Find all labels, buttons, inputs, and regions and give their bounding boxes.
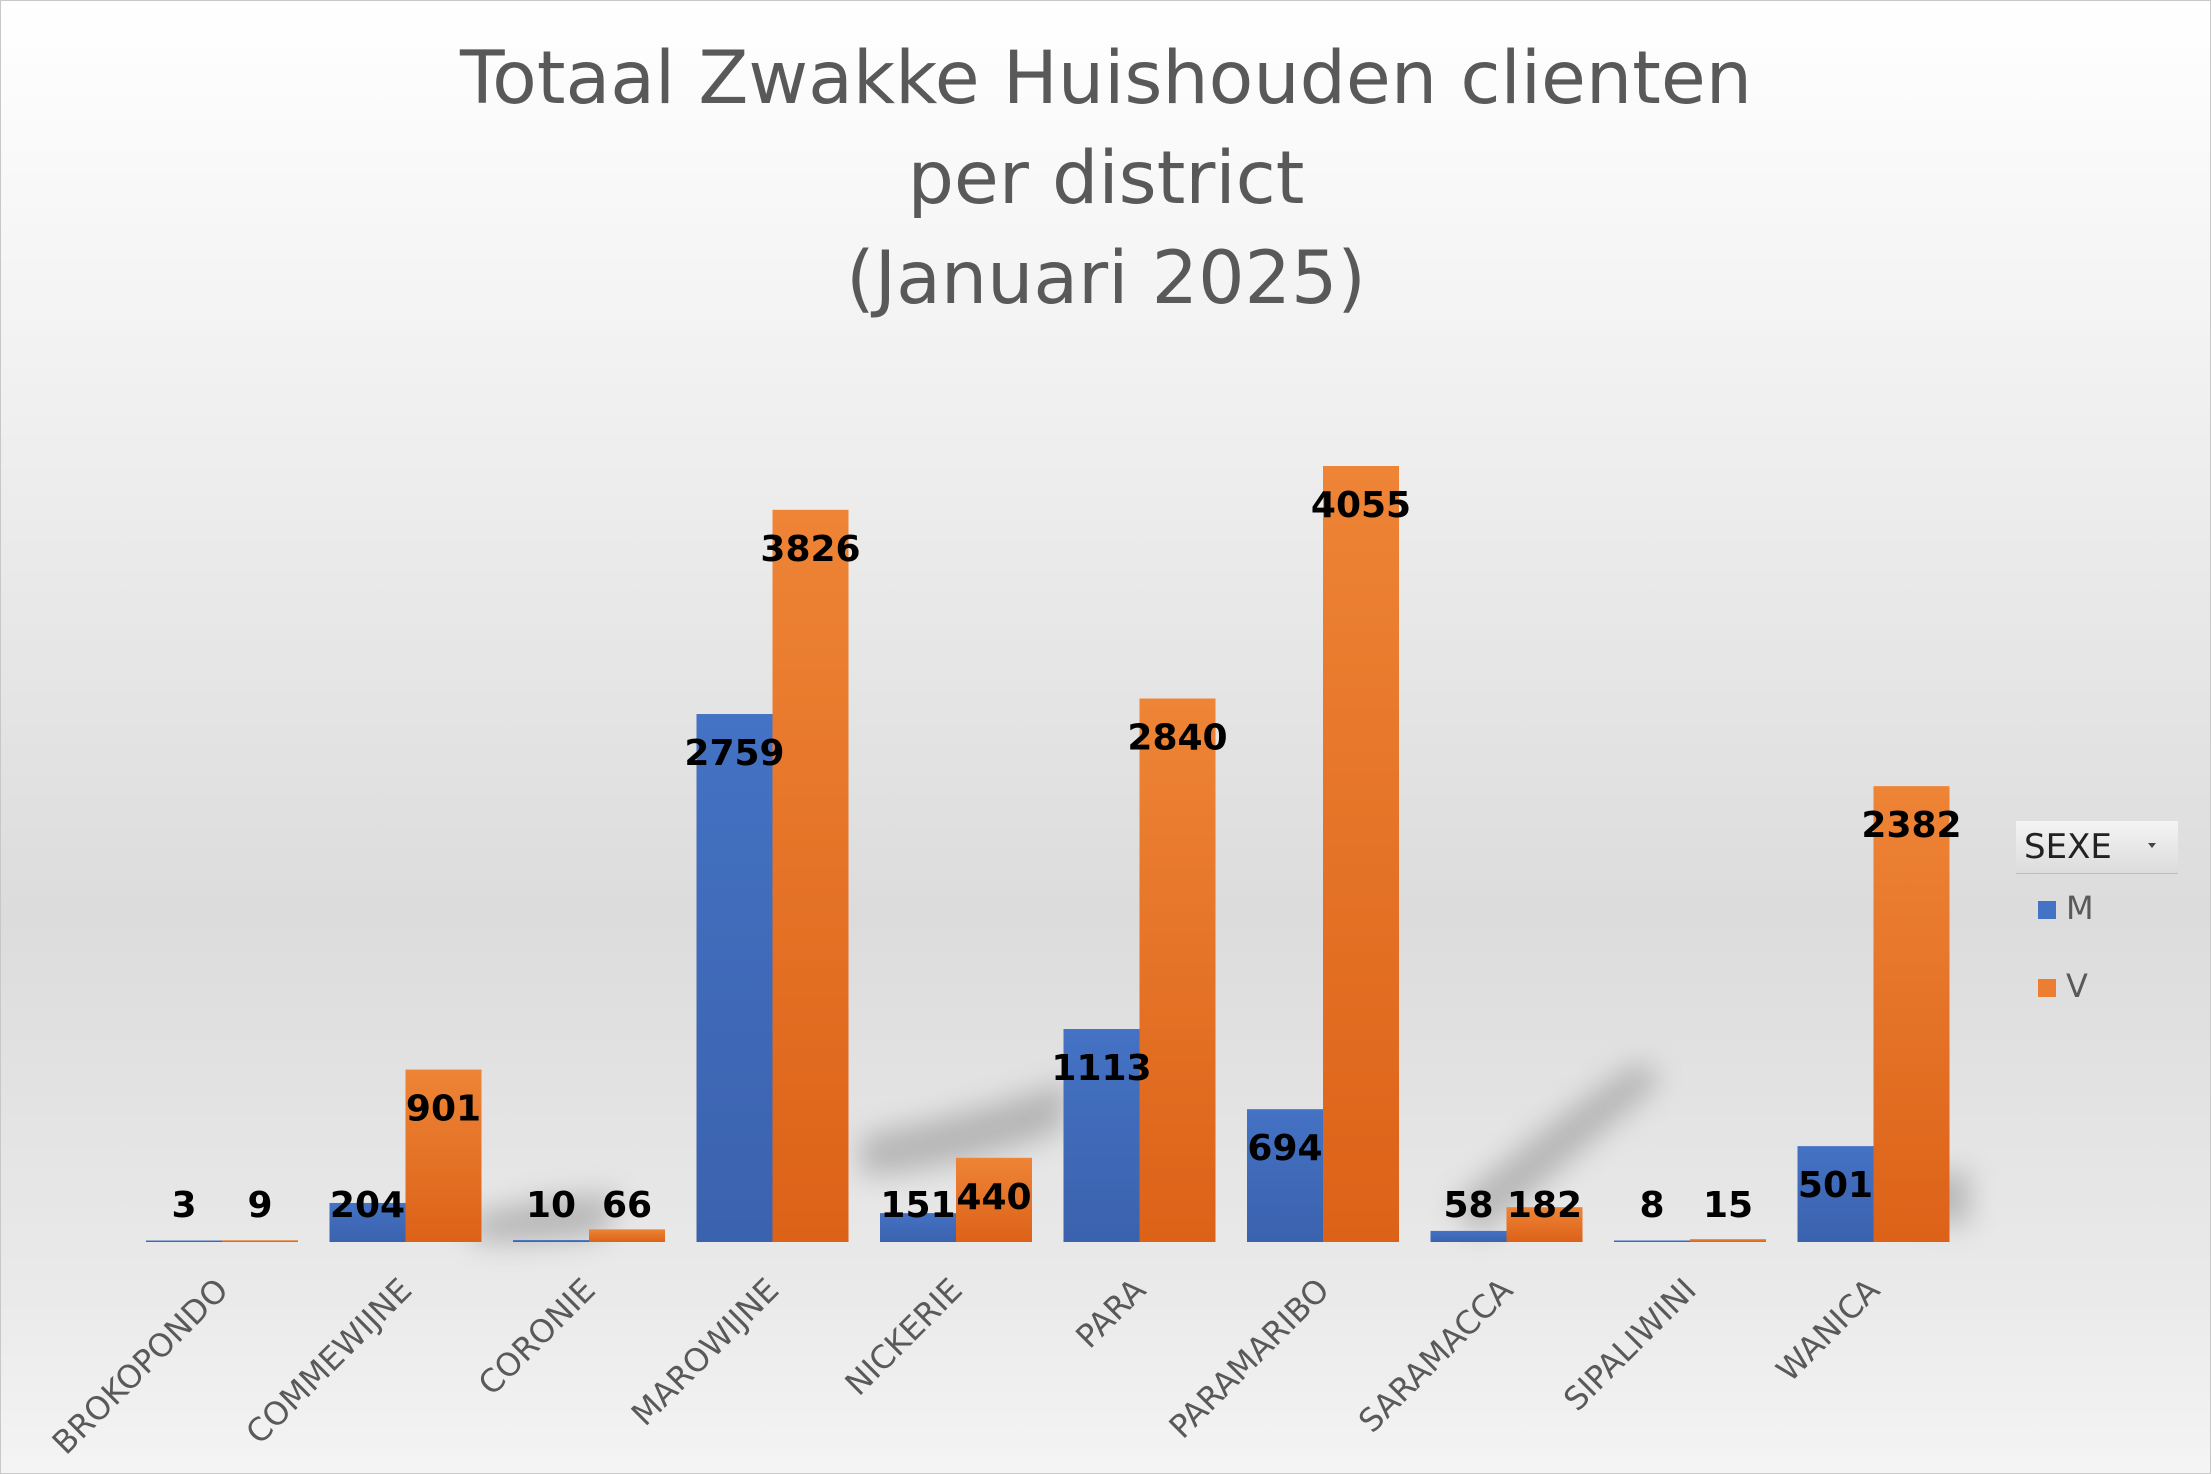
x-tick-label-brokopondo: BROKOPONDO — [45, 1271, 236, 1462]
x-tick-label-paramaribo: PARAMARIBO — [1161, 1271, 1336, 1446]
data-label-m-sipaliwini: 8 — [1639, 1185, 1664, 1226]
data-label-m-wanica: 501 — [1798, 1165, 1873, 1206]
legend-label-m: M — [2066, 889, 2094, 927]
data-label-m-nickerie: 151 — [880, 1185, 955, 1226]
x-tick-label-saramacca: SARAMACCA — [1351, 1271, 1520, 1440]
bar-m-commewijne — [329, 1202, 406, 1242]
bar-m-saramacca — [1430, 1230, 1507, 1242]
x-tick-label-nickerie: NICKERIE — [838, 1271, 970, 1403]
bar-m-nickerie — [880, 1213, 956, 1242]
bar-m-brokopondo — [146, 1240, 222, 1242]
bar-v-coronie — [589, 1229, 665, 1242]
bar-v-para — [1139, 698, 1216, 1242]
data-label-v-brokopondo: 9 — [247, 1185, 272, 1226]
bar-v-marowijne — [772, 509, 849, 1242]
bar-v-nickerie — [956, 1157, 1032, 1242]
legend-title: SEXE — [2024, 827, 2112, 867]
x-tick-label-wanica: WANICA — [1769, 1271, 1887, 1389]
shadow-shape — [1451, 1061, 1661, 1236]
data-label-v-nickerie: 440 — [956, 1177, 1031, 1218]
bar-m-sipaliwini — [1614, 1240, 1690, 1242]
data-labels-layer: 3 9 204 901 10 66 2759 3826 151 440 1113 2840 694 405… — [171, 485, 1961, 1226]
bar-v-wanica — [1873, 786, 1950, 1242]
legend-header-filter-button[interactable]: SEXE — [2016, 821, 2178, 874]
data-label-v-para: 2840 — [1127, 718, 1227, 759]
x-tick-label-para: PARA — [1068, 1271, 1153, 1356]
data-label-m-paramaribo: 694 — [1247, 1128, 1322, 1169]
data-label-m-saramacca: 58 — [1443, 1185, 1493, 1226]
legend-label-v: V — [2066, 967, 2088, 1005]
x-tick-label-sipaliwini: SIPALIWINI — [1556, 1271, 1704, 1419]
data-label-v-saramacca: 182 — [1507, 1185, 1582, 1226]
legend: SEXE M V — [2016, 821, 2178, 1031]
data-label-m-coronie: 10 — [526, 1185, 576, 1226]
bar-v-commewijne — [405, 1069, 482, 1242]
chart-title-line-1: Totaal Zwakke Huishouden clienten — [459, 36, 1752, 121]
x-tick-label-commewijne: COMMEWIJNE — [238, 1271, 419, 1452]
shadow-shape — [471, 1195, 621, 1243]
bar-m-para — [1063, 1029, 1140, 1242]
x-axis-ticks: BROKOPONDO COMMEWIJNE CORONIE MAROWIJNE NICK… — [45, 1271, 1888, 1462]
bars-layer — [146, 466, 1950, 1242]
chart-title-line-3: (Januari 2025) — [846, 236, 1366, 321]
shadow-shape — [861, 1081, 1071, 1176]
legend-swatch-m — [2038, 901, 2056, 919]
data-label-v-coronie: 66 — [602, 1185, 652, 1226]
data-label-v-sipaliwini: 15 — [1703, 1185, 1753, 1226]
x-tick-label-coronie: CORONIE — [471, 1271, 603, 1403]
chart-title: Totaal Zwakke Huishouden clienten per di… — [1, 29, 2210, 329]
bar-m-wanica — [1797, 1146, 1874, 1242]
legend-swatch-v — [2038, 979, 2056, 997]
bar-v-sipaliwini — [1690, 1239, 1766, 1242]
data-label-m-commewijne: 204 — [330, 1185, 405, 1226]
bar-m-marowijne — [696, 714, 773, 1242]
data-label-v-commewijne: 901 — [406, 1089, 481, 1130]
x-tick-label-marowijne: MAROWIJNE — [624, 1271, 786, 1433]
bar-v-saramacca — [1506, 1207, 1583, 1242]
data-label-v-marowijne: 3826 — [760, 529, 860, 570]
dropdown-arrow-icon[interactable] — [2148, 843, 2156, 848]
bar-v-brokopondo — [222, 1240, 298, 1242]
chart-title-line-2: per district — [907, 136, 1305, 221]
bar-m-coronie — [513, 1240, 589, 1242]
data-label-v-wanica: 2382 — [1861, 805, 1961, 846]
bar-v-paramaribo — [1323, 466, 1399, 1242]
data-label-m-para: 1113 — [1051, 1048, 1151, 1089]
data-label-v-paramaribo: 4055 — [1311, 485, 1411, 526]
data-label-m-brokopondo: 3 — [171, 1185, 196, 1226]
data-label-m-marowijne: 2759 — [684, 733, 784, 774]
bar-m-paramaribo — [1247, 1109, 1323, 1242]
